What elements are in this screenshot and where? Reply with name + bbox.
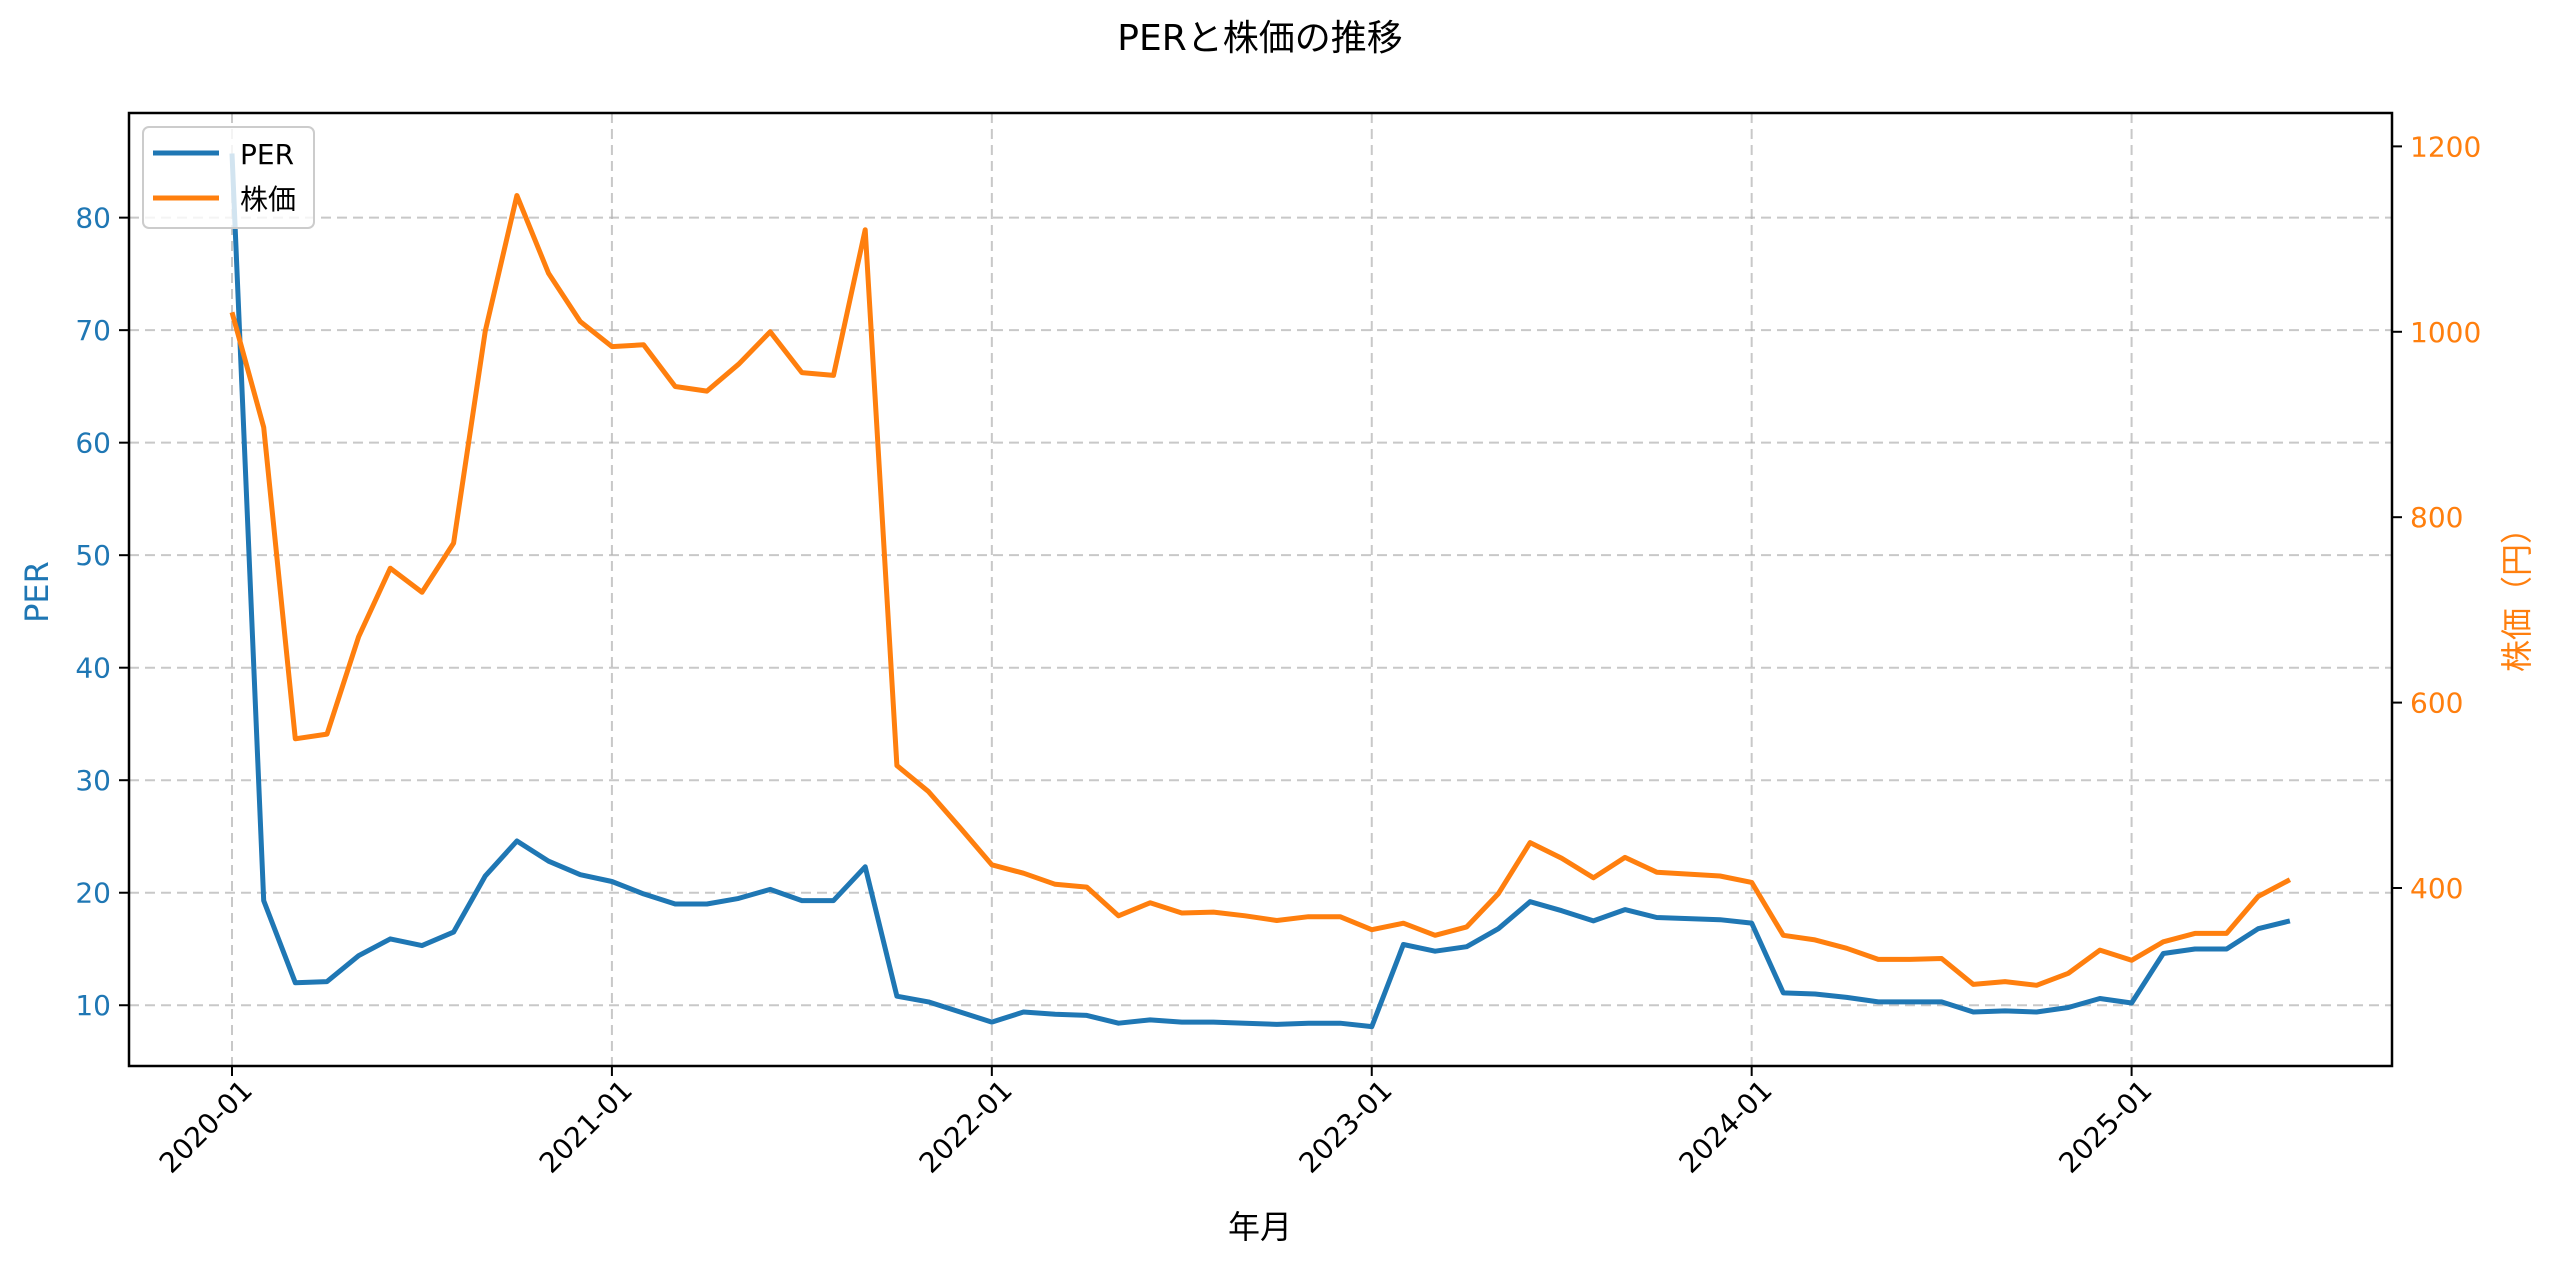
x-tick-label: 2023-01: [1293, 1074, 1399, 1180]
legend-label-per: PER: [240, 138, 294, 171]
per-line: [229, 153, 2291, 1030]
right-tick-label: 400: [2410, 872, 2463, 905]
right-y-axis: 400 600 800 1000 1200: [2392, 130, 2481, 905]
left-tick-label: 80: [75, 202, 111, 235]
legend: PER 株価: [142, 126, 315, 229]
right-tick-label: 1200: [2410, 130, 2481, 163]
stock-price-line: [229, 193, 2292, 988]
left-tick-label: 70: [75, 314, 111, 347]
x-axis-label: 年月: [1228, 1208, 1292, 1246]
grid-lines: [129, 113, 2392, 1066]
left-tick-label: 20: [75, 877, 111, 910]
left-tick-label: 10: [75, 989, 111, 1022]
x-axis: 2020-01 2021-01 2022-01 2023-01 2024-01 2025-…: [153, 1066, 2159, 1180]
right-tick-label: 800: [2410, 501, 2463, 534]
x-tick-label: 2022-01: [913, 1074, 1019, 1180]
plot-area: [229, 153, 2292, 1030]
right-y-axis-label: 株価（円）: [2498, 512, 2536, 672]
legend-label-stock-price: 株価: [240, 183, 296, 216]
left-y-axis: 10 20 30 40 50 60 70 80: [75, 202, 129, 1022]
left-tick-label: 50: [75, 539, 111, 572]
left-tick-label: 40: [75, 652, 111, 685]
axes-frame: [127, 111, 2394, 1068]
chart-title: PERと株価の推移: [1117, 18, 1402, 59]
x-tick-label: 2021-01: [533, 1074, 639, 1180]
x-tick-label: 2025-01: [2052, 1074, 2158, 1180]
left-y-axis-label: PER: [18, 561, 56, 623]
left-tick-label: 30: [75, 764, 111, 797]
x-tick-label: 2020-01: [153, 1074, 259, 1180]
right-tick-label: 1000: [2410, 316, 2481, 349]
x-tick-label: 2024-01: [1673, 1074, 1779, 1180]
left-tick-label: 60: [75, 427, 111, 460]
right-tick-label: 600: [2410, 687, 2463, 720]
